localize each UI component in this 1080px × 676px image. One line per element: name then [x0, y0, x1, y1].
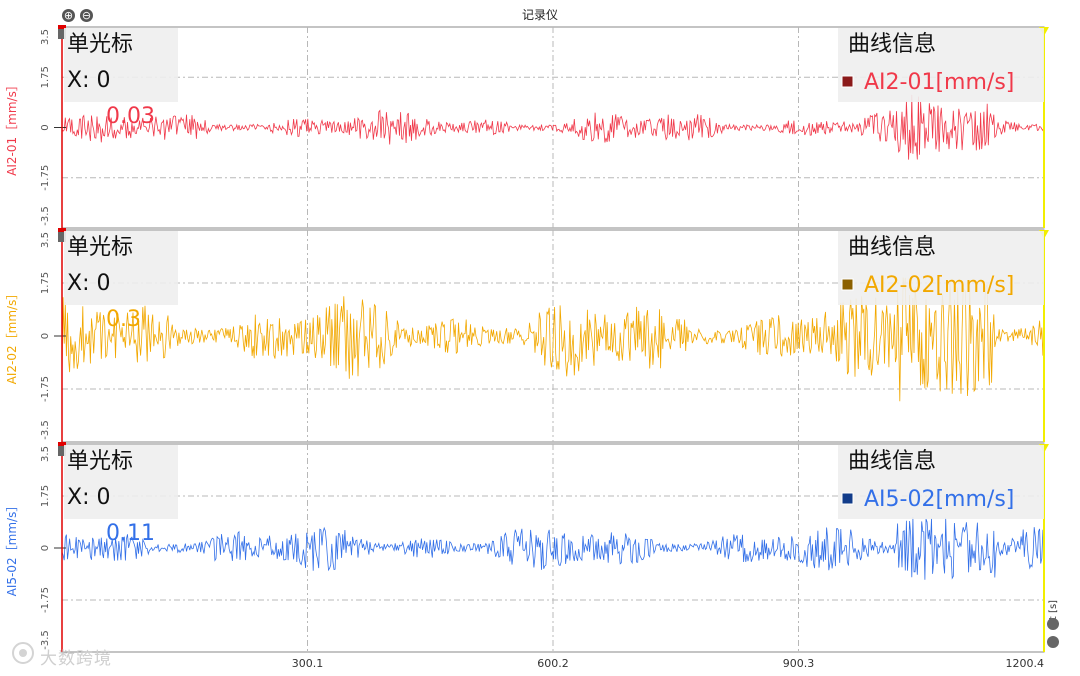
series-line-AI5-02 — [61, 517, 1045, 580]
y-tick-label: 1.75 — [40, 485, 51, 507]
watermark-text: 大数跨境 — [40, 649, 112, 669]
x-tick-label: 300.1 — [292, 657, 324, 670]
x-tick-label: 600.2 — [537, 657, 569, 670]
y-tick-label: -3.5 — [40, 420, 51, 440]
zoom-in-button[interactable]: ⊕ — [62, 9, 75, 22]
cursor-title: 单光标 — [67, 449, 133, 474]
cursor-title: 单光标 — [67, 32, 133, 57]
cursor-handle[interactable] — [58, 228, 66, 242]
y-tick-label: 0 — [40, 124, 51, 130]
cursor-handle-cap — [58, 228, 66, 232]
series-line-AI2-02 — [61, 277, 1045, 402]
legend-swatch — [841, 492, 854, 505]
zero-marker — [54, 544, 66, 552]
cursor-x-value: X: 0 — [67, 485, 110, 510]
cursor-handle-cap — [58, 25, 66, 29]
x-tick-label: 1200.4 — [1006, 657, 1045, 670]
cursor-info-box — [64, 445, 178, 519]
y-tick-label: 1.75 — [40, 272, 51, 294]
cursor-x-value: X: 0 — [67, 271, 110, 296]
y-tick-label: 1.75 — [40, 66, 51, 88]
legend-swatch — [841, 278, 854, 291]
y-tick-label: -3.5 — [40, 630, 51, 650]
x-tick-label: 900.3 — [783, 657, 815, 670]
y-axis-label: AI5-02［mm/s］ — [5, 500, 19, 597]
cursor-y-value: 0.03 — [106, 104, 155, 129]
legend-label: AI2-02[mm/s] — [864, 273, 1014, 298]
y-tick-label: 0 — [40, 333, 51, 339]
y-tick-label: -3.5 — [40, 206, 51, 226]
time-axis-label: t [s] — [1048, 600, 1059, 620]
cursor-handle-cap — [58, 442, 66, 446]
y-axis-label: AI2-02［mm/s］ — [5, 288, 19, 385]
y-tick-label: 3.5 — [40, 446, 51, 462]
legend-label: AI5-02[mm/s] — [864, 487, 1014, 512]
curve-info-box — [838, 28, 1044, 102]
legend-swatch — [841, 75, 854, 88]
y-tick-label: -1.75 — [40, 165, 51, 191]
curve-info-box — [838, 445, 1044, 519]
y-tick-label: 0 — [40, 545, 51, 551]
curve-info-title: 曲线信息 — [848, 449, 936, 474]
cursor-info-box — [64, 231, 178, 305]
window-title: 记录仪 — [521, 8, 558, 22]
series-line-AI2-01 — [61, 94, 1045, 160]
cursor-handle[interactable] — [58, 442, 66, 456]
y-tick-label: 3.5 — [40, 232, 51, 248]
watermark-logo-icon — [12, 642, 34, 664]
y-tick-label: -1.75 — [40, 587, 51, 613]
cursor-y-value: 0.3 — [106, 307, 141, 332]
y-axis-label: AI2-01［mm/s］ — [5, 79, 19, 176]
legend-label: AI2-01[mm/s] — [864, 70, 1014, 95]
cursor-handle[interactable] — [58, 25, 66, 39]
time-zoom-in-icon[interactable] — [1047, 618, 1059, 630]
cursor-title: 单光标 — [67, 235, 133, 260]
curve-info-box — [838, 231, 1044, 305]
curve-info-title: 曲线信息 — [848, 32, 936, 57]
curve-info-title: 曲线信息 — [848, 235, 936, 260]
zoom-out-button[interactable]: ⊖ — [80, 9, 93, 22]
cursor-y-value: 0.11 — [106, 521, 155, 546]
y-tick-label: -1.75 — [40, 376, 51, 402]
cursor-info-box — [64, 28, 178, 102]
cursor-x-value: X: 0 — [67, 68, 110, 93]
y-tick-label: 3.5 — [40, 29, 51, 45]
time-zoom-out-icon[interactable] — [1047, 636, 1059, 648]
